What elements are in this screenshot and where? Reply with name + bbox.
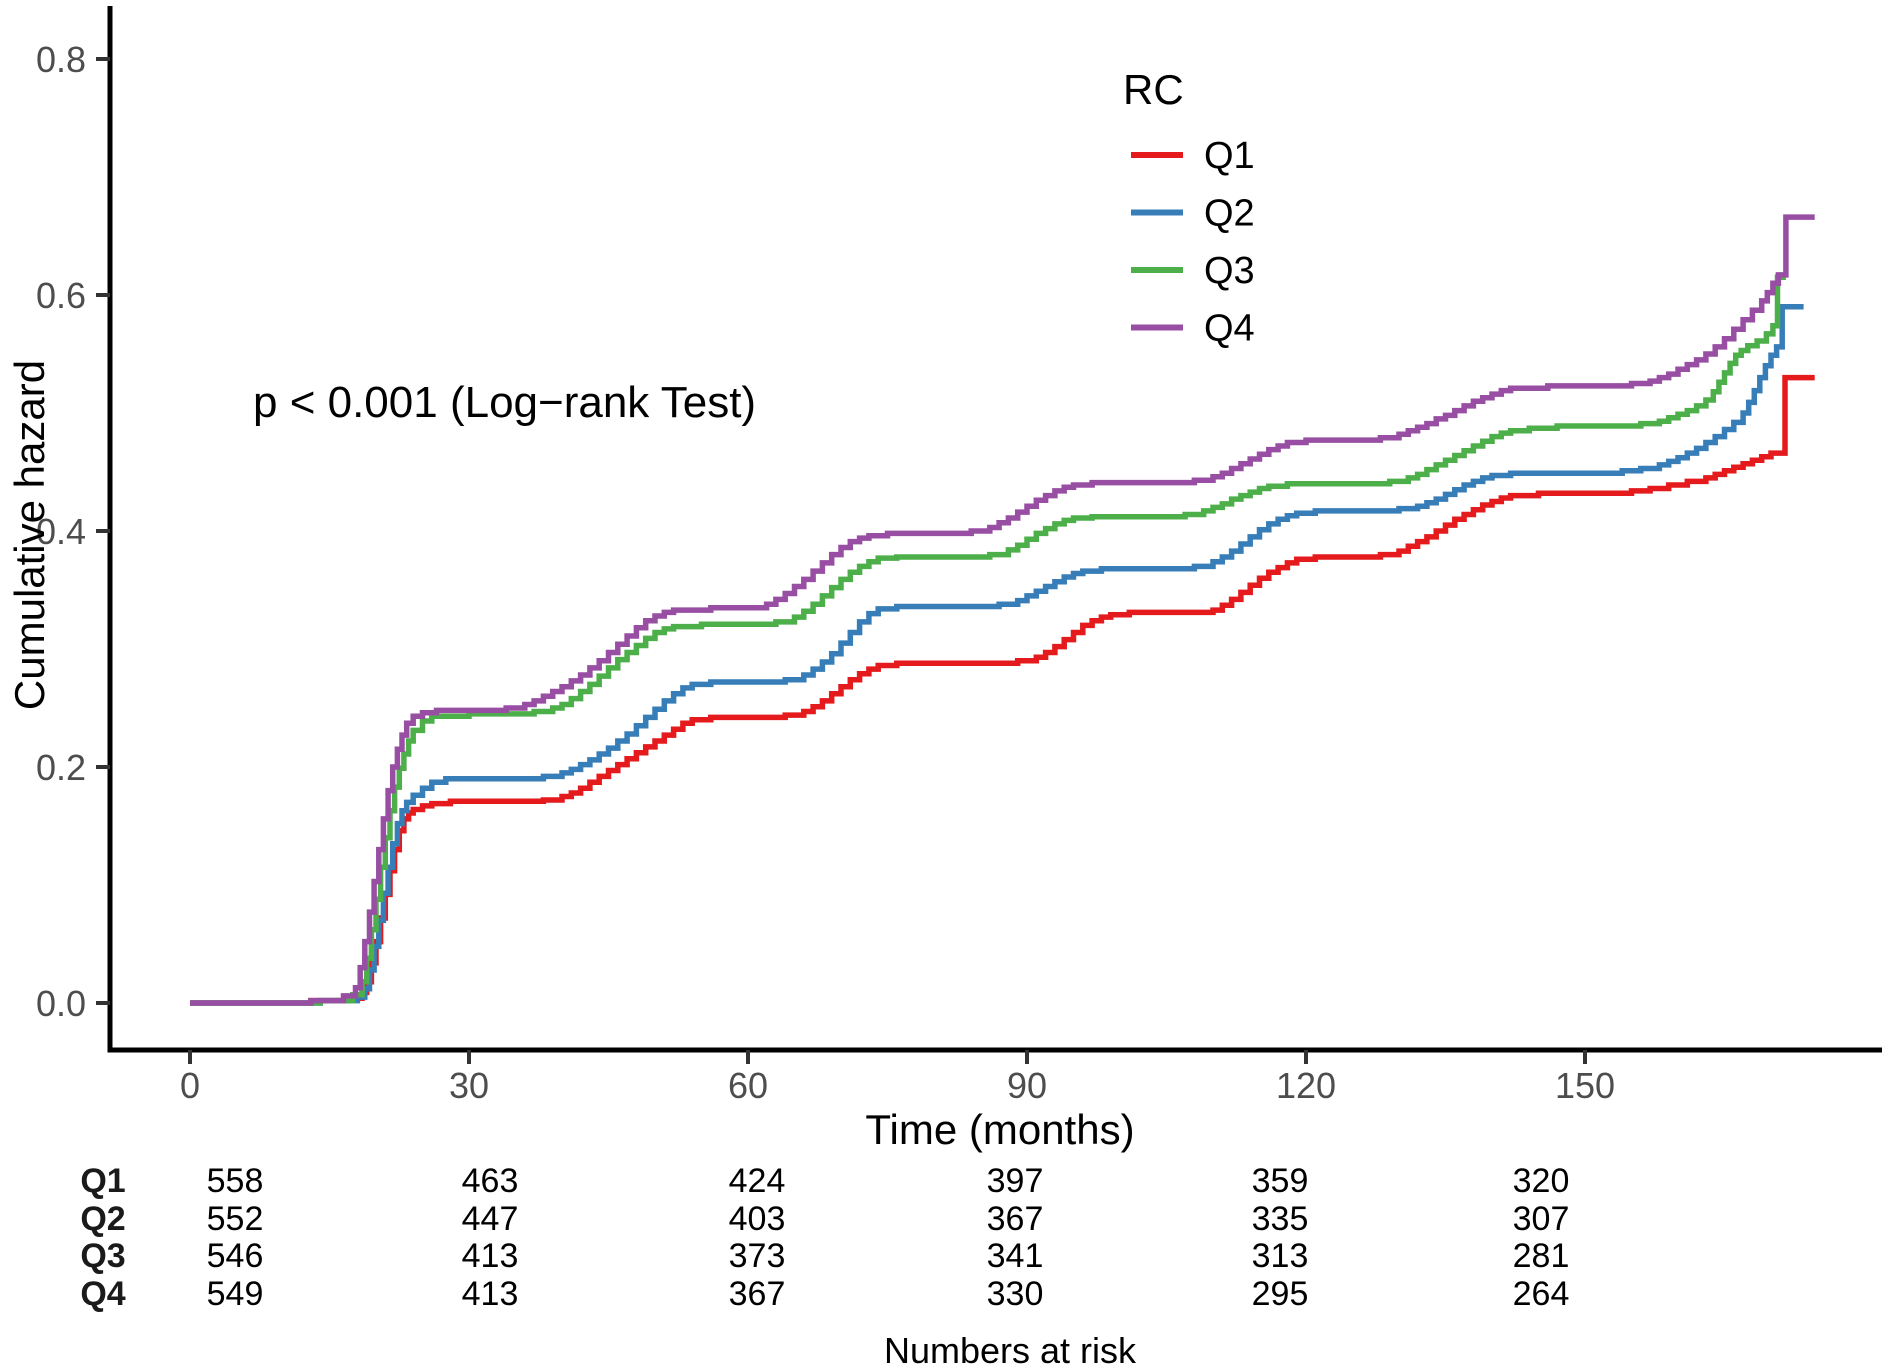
y-tick-label: 0.4: [36, 511, 86, 552]
curve-q2: [190, 304, 1804, 1006]
x-tick-label: 120: [1276, 1065, 1336, 1106]
curve-q4: [190, 214, 1815, 1006]
risk-count: 367: [729, 1275, 786, 1313]
risk-count: 341: [987, 1237, 1044, 1275]
risk-row-label-q2: Q2: [80, 1200, 125, 1238]
y-tick-label: 0.2: [36, 747, 86, 788]
y-axis-title: Cumulative hazard: [6, 359, 53, 711]
legend-label-q1: Q1: [1204, 135, 1255, 177]
x-tick-label: 90: [1007, 1065, 1047, 1106]
risk-count: 264: [1513, 1275, 1570, 1313]
risk-count: 295: [1252, 1275, 1309, 1313]
risk-count: 546: [207, 1237, 264, 1275]
risk-count: 413: [462, 1275, 519, 1313]
risk-count: 281: [1513, 1237, 1570, 1275]
x-tick-label: 0: [180, 1065, 200, 1106]
risk-count: 463: [462, 1162, 519, 1200]
risk-row-label-q3: Q3: [80, 1237, 125, 1275]
x-axis-title: Time (months): [865, 1106, 1135, 1153]
risk-count: 424: [729, 1162, 786, 1200]
risk-count: 359: [1252, 1162, 1309, 1200]
risk-count: 549: [207, 1275, 264, 1313]
risk-count: 447: [462, 1200, 519, 1238]
x-tick-label: 60: [728, 1065, 768, 1106]
risk-count: 552: [207, 1200, 264, 1238]
legend-label-q3: Q3: [1204, 250, 1255, 292]
y-tick-label: 0.6: [36, 275, 86, 316]
risk-count: 397: [987, 1162, 1044, 1200]
x-tick-label: 150: [1555, 1065, 1615, 1106]
risk-count: 558: [207, 1162, 264, 1200]
risk-count: 413: [462, 1237, 519, 1275]
risk-row-label-q1: Q1: [80, 1162, 125, 1200]
curve-q3: [190, 274, 1786, 1006]
risk-count: 367: [987, 1200, 1044, 1238]
risk-table-caption: Numbers at risk: [883, 1330, 1137, 1371]
risk-count: 335: [1252, 1200, 1309, 1238]
risk-count: 313: [1252, 1237, 1309, 1275]
risk-count: 307: [1513, 1200, 1570, 1238]
y-tick-label: 0.0: [36, 983, 86, 1024]
legend-label-q4: Q4: [1204, 308, 1255, 350]
risk-count: 403: [729, 1200, 786, 1238]
risk-count: 373: [729, 1237, 786, 1275]
risk-count: 330: [987, 1275, 1044, 1313]
legend-title: RC: [1123, 66, 1184, 113]
curve-q1: [190, 374, 1815, 1006]
y-tick-label: 0.8: [36, 39, 86, 80]
risk-row-label-q4: Q4: [80, 1275, 125, 1313]
legend-label-q2: Q2: [1204, 193, 1255, 235]
pvalue-annotation: p < 0.001 (Log−rank Test): [253, 378, 757, 427]
x-tick-label: 30: [449, 1065, 489, 1106]
risk-count: 320: [1513, 1162, 1570, 1200]
